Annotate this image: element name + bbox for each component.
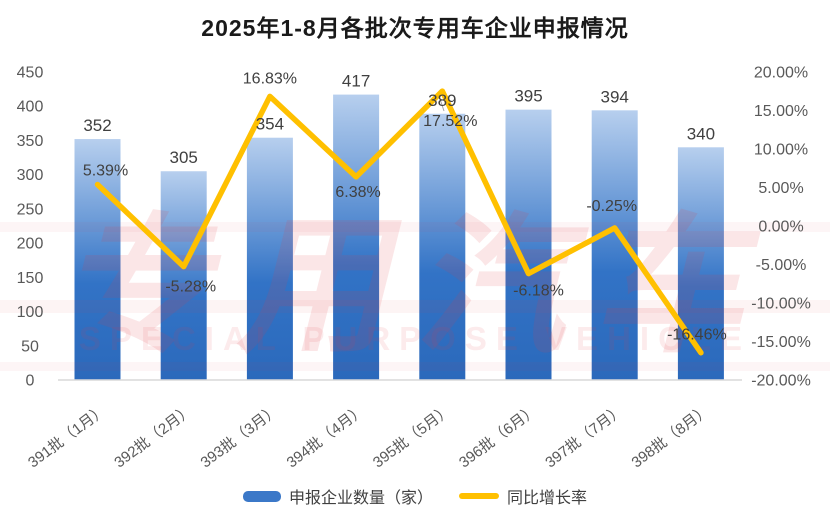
- bar: [74, 139, 121, 380]
- x-axis-label: 395批（5月）: [370, 402, 455, 472]
- chart-title: 2025年1-8月各批次专用车企业申报情况: [201, 15, 629, 41]
- y-axis-tick-right: 20.00%: [754, 65, 808, 82]
- bar-value-label: 354: [256, 115, 284, 134]
- x-axis-label: 394批（4月）: [284, 402, 369, 472]
- line-value-label: -0.25%: [586, 198, 637, 215]
- bar: [677, 147, 724, 380]
- x-axis-label: 391批（1月）: [25, 402, 110, 472]
- bar-value-label: 305: [170, 148, 198, 167]
- label-leader-line: [438, 95, 445, 112]
- bars-group: [74, 94, 724, 381]
- line-value-label: 17.52%: [423, 113, 477, 130]
- watermark-stripe: [0, 300, 830, 313]
- bar: [160, 171, 207, 380]
- legend-line-swatch: [459, 493, 499, 499]
- watermark: 专用汽车 SPECIAL PURPOSE VEHICLE: [0, 202, 830, 371]
- bar-value-label: 417: [342, 72, 370, 91]
- legend-item-bars: 申报企业数量（家）: [242, 484, 433, 508]
- line-value-label: 16.83%: [243, 70, 297, 87]
- line-value-label: 5.39%: [83, 162, 128, 179]
- y-axis-tick-left: 100: [17, 304, 44, 321]
- y-axis-tick-right: -20.00%: [751, 373, 811, 390]
- line-value-label: -6.18%: [513, 283, 564, 300]
- bar: [246, 137, 293, 380]
- growth-line: [94, 88, 704, 356]
- y-axis-tick-left: 350: [17, 133, 44, 150]
- y-axis-tick-right: 0.00%: [758, 219, 803, 236]
- legend: 申报企业数量（家） 同比增长率: [0, 484, 830, 508]
- y-axis-tick-right: -15.00%: [751, 334, 811, 351]
- y-axis-tick-left: 50: [21, 338, 39, 355]
- y-axis-tick-left: 250: [17, 201, 44, 218]
- line-value-label: 6.38%: [335, 184, 380, 201]
- x-axis-label: 392批（2月）: [111, 402, 196, 472]
- y-axis-tick-left: 450: [17, 65, 44, 82]
- line-value-label: -16.46%: [667, 327, 727, 344]
- x-axis-label: 396批（6月）: [456, 402, 541, 472]
- bar-value-label: 352: [83, 116, 111, 135]
- legend-bar-swatch: [242, 490, 281, 502]
- bar-value-label: 395: [514, 87, 542, 106]
- watermark-stripe: [0, 222, 830, 232]
- y-axis-tick-right: 5.00%: [758, 180, 803, 197]
- y-axis-tick-left: 400: [17, 99, 44, 116]
- legend-bar-label: 申报企业数量（家）: [288, 490, 433, 507]
- y-axis-tick-right: -5.00%: [756, 257, 807, 274]
- y-axis-tick-left: 200: [17, 236, 44, 253]
- x-axis-label: 398批（8月）: [629, 402, 714, 472]
- y-axis-tick-left: 300: [17, 167, 44, 184]
- y-axis-tick-right: -10.00%: [751, 296, 811, 313]
- x-axis-label: 393批（3月）: [198, 402, 283, 472]
- y-axis-tick-right: 15.00%: [754, 103, 808, 120]
- watermark-cn-text: 专用汽车: [59, 202, 771, 370]
- y-axis-tick-left: 0: [26, 373, 35, 390]
- legend-item-line: 同比增长率: [459, 484, 587, 508]
- line-value-label: -5.28%: [165, 279, 216, 296]
- bar: [333, 94, 380, 380]
- bar-value-label: 394: [601, 87, 629, 106]
- data-labels-group: 352 305 354 417 389 395 394 340 5.39% -5.28% 16.83…: [83, 70, 727, 343]
- bar-value-label: 340: [687, 124, 715, 143]
- y-axis-tick-right: 10.00%: [754, 142, 808, 159]
- y-axis-tick-left: 150: [17, 270, 44, 287]
- bar-value-label: 389: [428, 91, 456, 110]
- bar: [419, 113, 466, 381]
- line-group: [94, 88, 704, 356]
- legend-line-label: 同比增长率: [507, 490, 588, 507]
- bar: [591, 110, 638, 380]
- watermark-en-text: SPECIAL PURPOSE VEHICLE: [79, 320, 751, 357]
- x-axis-label: 397批（7月）: [542, 402, 627, 472]
- watermark-stripe: [0, 362, 830, 371]
